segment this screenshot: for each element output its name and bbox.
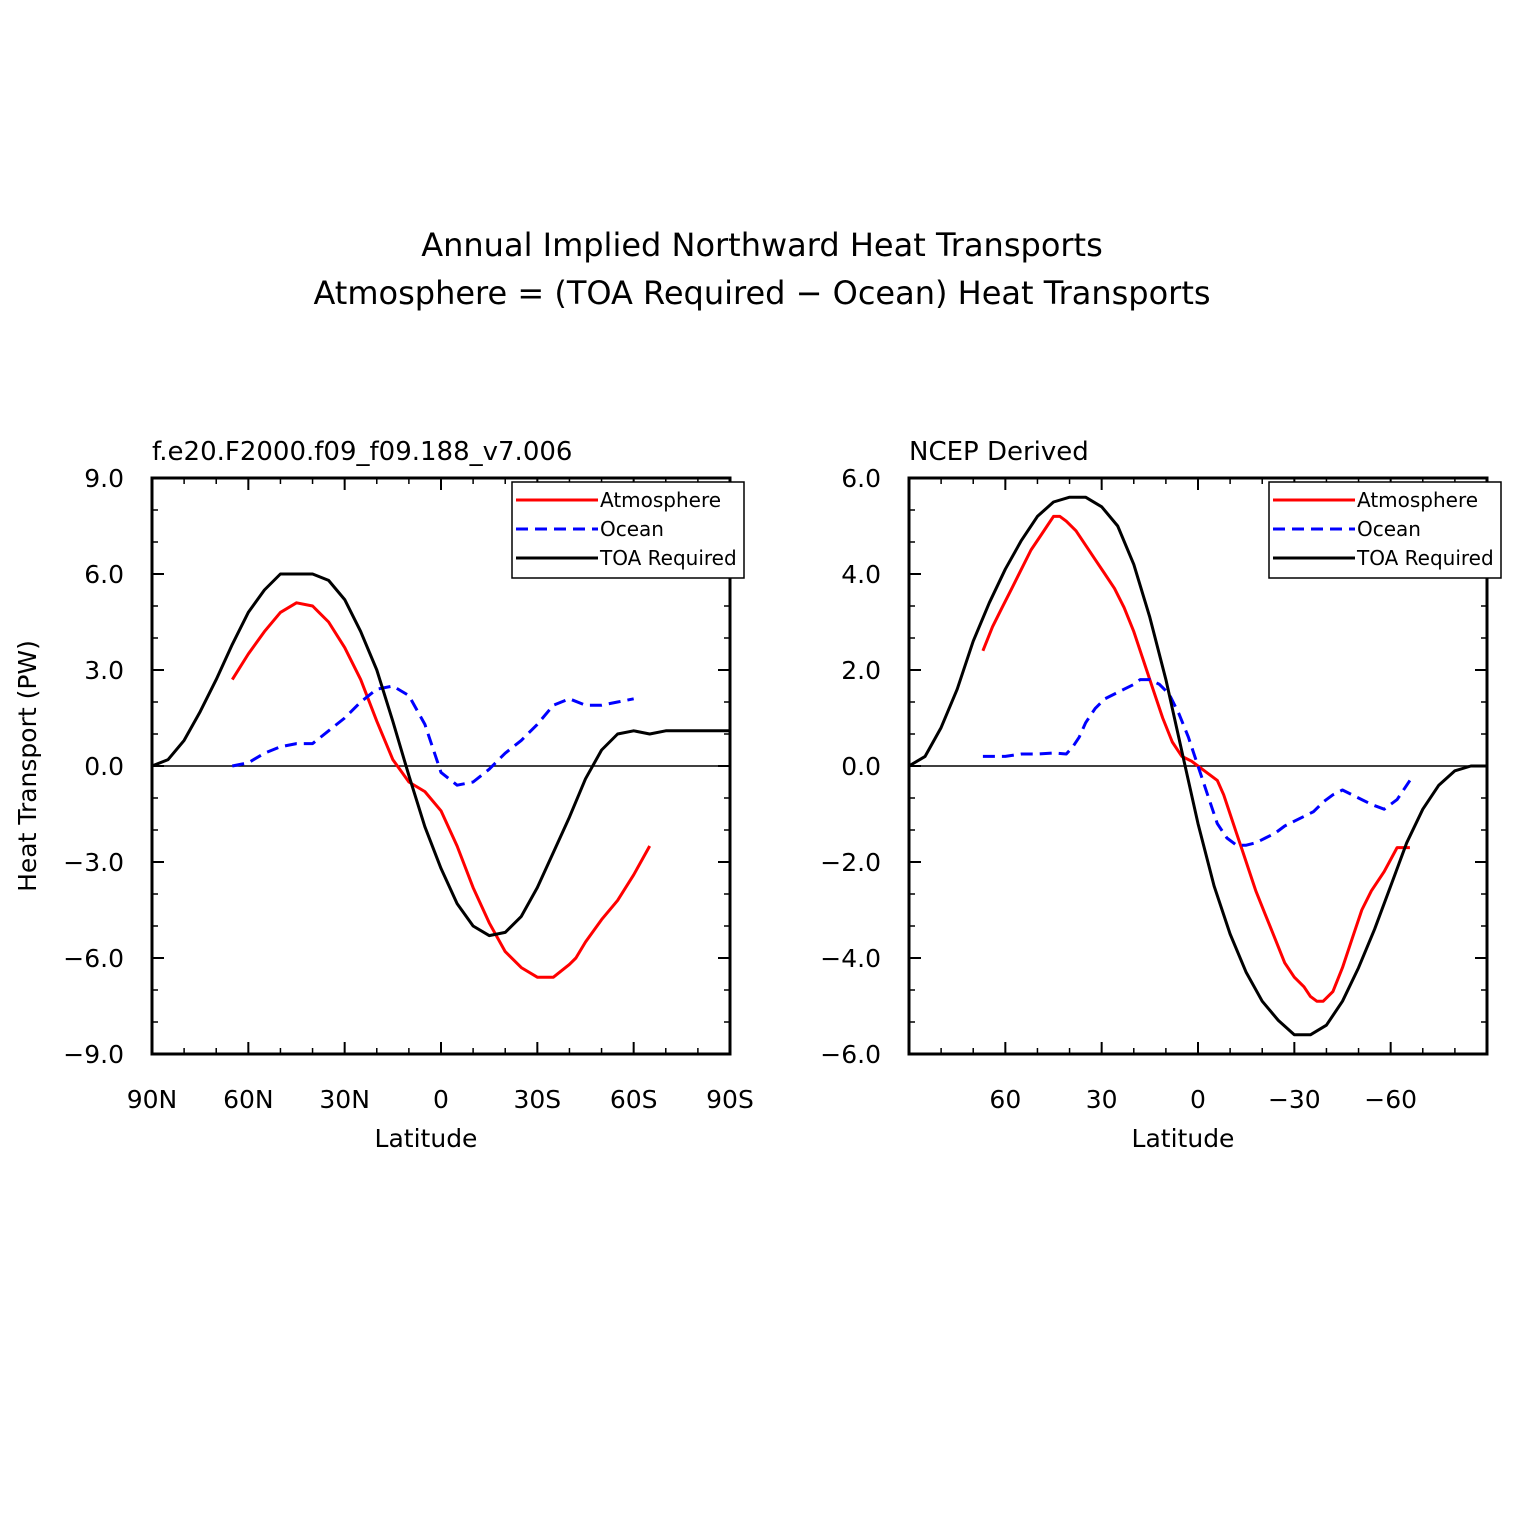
x-tick-label: 0 bbox=[433, 1085, 449, 1114]
legend-label: Ocean bbox=[600, 517, 664, 541]
y-tick-label: 0.0 bbox=[84, 752, 124, 781]
x-tick-label: 30 bbox=[1086, 1085, 1118, 1114]
x-axis-label: Latitude bbox=[1132, 1124, 1235, 1153]
series-line-ocean bbox=[982, 678, 1412, 847]
series-line-toa-required bbox=[151, 572, 730, 938]
series-line-atmosphere bbox=[981, 514, 1410, 1003]
x-axis-label: Latitude bbox=[375, 1124, 478, 1153]
x-tick-label: −60 bbox=[1364, 1085, 1417, 1114]
legend-label: Atmosphere bbox=[1357, 488, 1478, 512]
y-tick-label: 3.0 bbox=[84, 656, 124, 685]
legend-label: TOA Required bbox=[599, 546, 737, 570]
panel-title: NCEP Derived bbox=[909, 437, 1089, 467]
x-tick-label: 60N bbox=[223, 1085, 274, 1114]
y-tick-label: −3.0 bbox=[63, 848, 124, 877]
panel-title: f.e20.F2000.f09_f09.188_v7.006 bbox=[152, 437, 572, 467]
x-tick-label: 90S bbox=[706, 1085, 754, 1114]
x-tick-label: 60 bbox=[989, 1085, 1021, 1114]
x-tick-label: 30S bbox=[513, 1085, 561, 1114]
y-tick-label: 0.0 bbox=[841, 752, 881, 781]
x-tick-label: 60S bbox=[610, 1085, 658, 1114]
y-tick-label: 6.0 bbox=[84, 560, 124, 589]
y-tick-label: −6.0 bbox=[63, 944, 124, 973]
series-line-atmosphere bbox=[231, 601, 652, 979]
x-tick-label: 0 bbox=[1190, 1085, 1206, 1114]
y-tick-label: 9.0 bbox=[84, 464, 124, 493]
y-tick-label: −9.0 bbox=[63, 1040, 124, 1069]
x-tick-label: 30N bbox=[319, 1085, 370, 1114]
panel-model: f.e20.F2000.f09_f09.188_v7.006 9.0 6.0 3.0 0… bbox=[13, 437, 754, 1153]
figure-title-line2: Atmosphere = (TOA Required − Ocean) Heat… bbox=[313, 274, 1210, 312]
legend-label: TOA Required bbox=[1356, 546, 1494, 570]
series-line-toa-required bbox=[908, 495, 1487, 1037]
x-tick-label: −30 bbox=[1268, 1085, 1321, 1114]
y-tick-label: 4.0 bbox=[841, 560, 881, 589]
plot-frame bbox=[907, 476, 1489, 1056]
panel-ncep: NCEP Derived 6.0 4.0 2.0 0.0 −2.0 −4.0 −6.0 60 30… bbox=[820, 437, 1502, 1153]
legend-box bbox=[511, 481, 745, 579]
y-axis-label: Heat Transport (PW) bbox=[13, 640, 42, 892]
y-tick-label: −4.0 bbox=[820, 944, 881, 973]
legend-label: Atmosphere bbox=[600, 488, 721, 512]
legend-box bbox=[1268, 481, 1502, 579]
figure-title-line1: Annual Implied Northward Heat Transports bbox=[421, 226, 1103, 264]
y-tick-label: 6.0 bbox=[841, 464, 881, 493]
y-tick-label: −2.0 bbox=[820, 848, 881, 877]
x-tick-label: 90N bbox=[127, 1085, 178, 1114]
legend-label: Ocean bbox=[1357, 517, 1421, 541]
y-tick-label: 2.0 bbox=[841, 656, 881, 685]
y-tick-label: −6.0 bbox=[820, 1040, 881, 1069]
plot-frame bbox=[150, 476, 732, 1056]
